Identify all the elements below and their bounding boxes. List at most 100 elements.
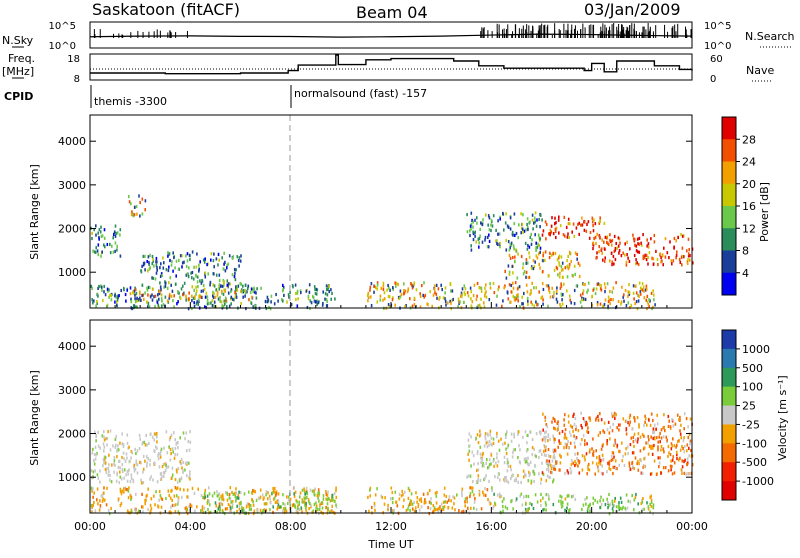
heatmap-cell: [218, 283, 221, 287]
heatmap-cell: [235, 487, 237, 491]
heatmap-cell: [253, 290, 256, 294]
heatmap-cell: [107, 289, 109, 293]
heatmap-cell: [410, 282, 412, 286]
heatmap-cell: [553, 453, 555, 457]
heatmap-cell: [161, 273, 163, 278]
heatmap-cell: [91, 286, 93, 291]
heatmap-cell: [502, 505, 504, 509]
heatmap-cell: [533, 447, 535, 451]
heatmap-cell: [533, 221, 535, 225]
heatmap-cell: [318, 491, 320, 495]
heatmap-cell: [469, 486, 471, 490]
heatmap-cell: [541, 218, 543, 222]
heatmap-cell: [107, 508, 110, 513]
heatmap-cell: [542, 302, 544, 306]
heatmap-cell: [526, 296, 529, 300]
heatmap-cell: [542, 496, 544, 500]
heatmap-cell: [116, 298, 119, 302]
heatmap-cell: [435, 292, 438, 296]
heatmap-cell: [672, 424, 675, 428]
heatmap-cell: [488, 228, 491, 232]
heatmap-cell: [226, 507, 228, 511]
heatmap-cell: [293, 492, 295, 496]
heatmap-cell: [294, 283, 297, 287]
heatmap-cell: [207, 507, 209, 512]
heatmap-cell: [542, 259, 544, 263]
heatmap-cell: [573, 288, 576, 293]
heatmap-cell: [179, 487, 181, 491]
heatmap-cell: [490, 442, 492, 446]
heatmap-cell: [554, 251, 557, 256]
heatmap-cell: [615, 281, 617, 285]
heatmap-cell: [660, 471, 662, 475]
heatmap-cell: [505, 276, 508, 280]
heatmap-cell: [124, 486, 126, 490]
heatmap-cell: [504, 269, 506, 273]
heatmap-cell: [312, 294, 314, 299]
heatmap-cell: [120, 492, 123, 496]
heatmap-cell: [617, 244, 620, 248]
heatmap-cell: [467, 438, 470, 442]
heatmap-cell: [599, 462, 602, 466]
heatmap-cell: [589, 448, 591, 452]
heatmap-cell: [592, 496, 595, 500]
heatmap-cell: [531, 281, 533, 285]
heatmap-cell: [228, 496, 231, 500]
heatmap-cell: [681, 246, 684, 250]
heatmap-cell: [572, 461, 574, 465]
heatmap-cell: [602, 304, 604, 308]
heatmap-cell: [134, 447, 136, 451]
heatmap-cell: [587, 467, 589, 471]
heatmap-cell: [460, 291, 463, 295]
heatmap-cell: [512, 281, 514, 285]
heatmap-cell: [564, 435, 567, 439]
heatmap-cell: [331, 504, 333, 508]
heatmap-cell: [94, 469, 96, 473]
heatmap-cell: [450, 289, 452, 293]
heatmap-cell: [103, 458, 106, 462]
heatmap-cell: [682, 446, 684, 451]
heatmap-cell: [382, 284, 385, 288]
heatmap-cell: [127, 446, 129, 450]
heatmap-cell: [512, 448, 515, 452]
heatmap-cell: [489, 433, 491, 437]
heatmap-cell: [667, 424, 670, 428]
heatmap-cell: [644, 420, 646, 424]
heatmap-cell: [622, 295, 624, 299]
heatmap-cell: [449, 299, 451, 303]
heatmap-cell: [325, 288, 328, 292]
heatmap-cell: [159, 285, 162, 289]
heatmap-cell: [537, 233, 540, 237]
heatmap-cell: [662, 435, 665, 439]
heatmap-cell: [303, 487, 305, 491]
heatmap-cell: [626, 445, 629, 449]
heatmap-cell: [618, 507, 621, 511]
heatmap-cell: [403, 282, 405, 286]
heatmap-cell: [584, 442, 586, 447]
heatmap-cell: [498, 285, 500, 289]
heatmap-cell: [328, 284, 330, 288]
heatmap-cell: [667, 469, 670, 473]
heatmap-cell: [196, 280, 199, 284]
heatmap-cell: [146, 288, 149, 292]
heatmap-cell: [546, 461, 548, 465]
heatmap-cell: [226, 266, 228, 270]
colorbar-tick-label: -500: [742, 456, 767, 469]
heatmap-cell: [169, 447, 172, 452]
heatmap-cell: [103, 498, 106, 502]
heatmap-cell: [106, 287, 109, 291]
heatmap-cell: [206, 295, 209, 299]
heatmap-cell: [635, 244, 638, 248]
heatmap-cell: [469, 286, 472, 290]
heatmap-cell: [156, 435, 158, 439]
heatmap-cell: [578, 460, 581, 464]
heatmap-cell: [511, 230, 514, 234]
heatmap-cell: [173, 255, 175, 260]
heatmap-cell: [495, 303, 498, 307]
heatmap-cell: [216, 290, 219, 294]
heatmap-cell: [487, 466, 489, 470]
heatmap-cell: [109, 448, 112, 452]
heatmap-cell: [603, 259, 606, 263]
heatmap-cell: [149, 463, 151, 467]
heatmap-cell: [250, 287, 253, 291]
